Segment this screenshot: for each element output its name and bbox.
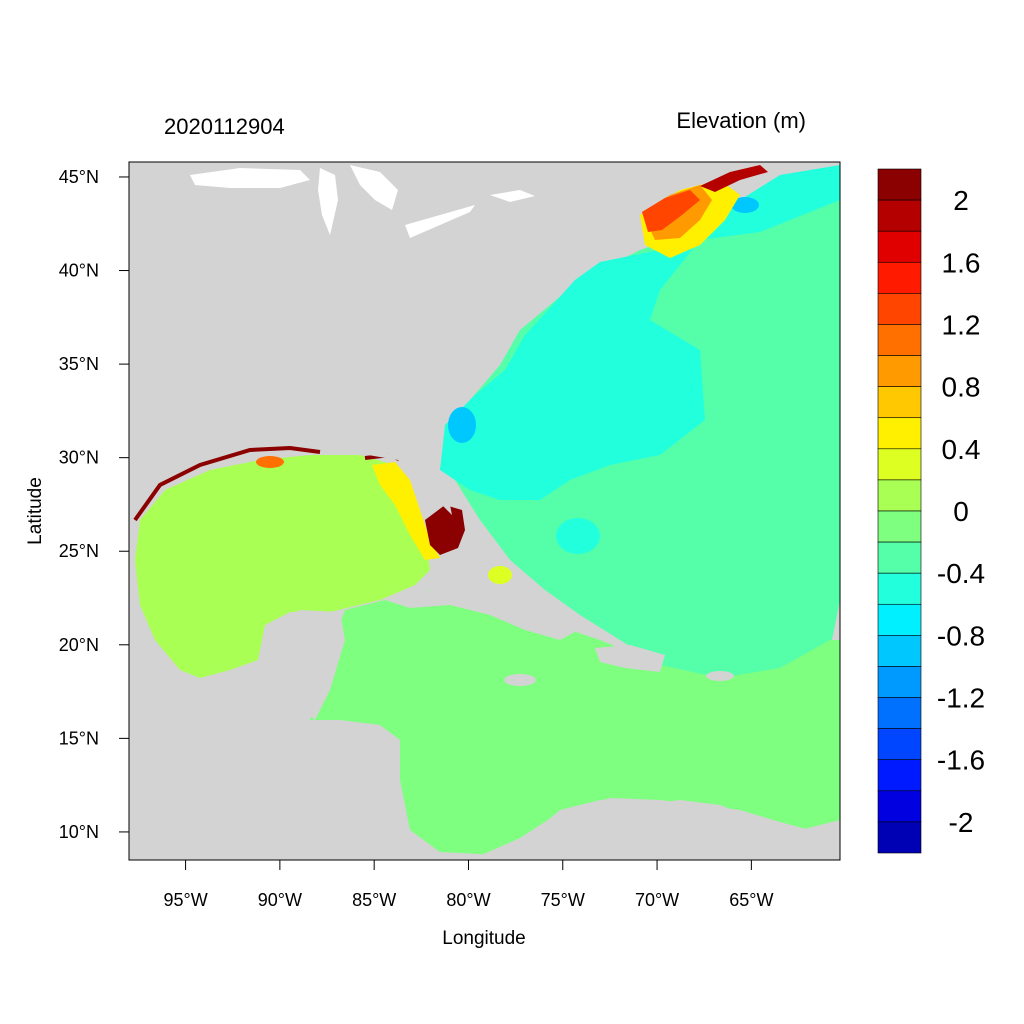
colorbar-swatch xyxy=(877,448,922,481)
colorbar-swatch xyxy=(877,417,922,450)
central-america xyxy=(129,720,420,860)
colorbar-swatch xyxy=(877,666,922,698)
y-tick-label: 40°N xyxy=(59,261,99,281)
colorbar-swatch xyxy=(877,386,922,419)
puerto-rico xyxy=(706,671,734,681)
colorbar-swatch xyxy=(877,168,922,201)
x-tick-label: 90°W xyxy=(258,890,302,910)
map-area xyxy=(129,162,840,860)
colorbar-swatch xyxy=(877,572,922,605)
western-atlantic xyxy=(440,165,840,500)
colorbar-swatch xyxy=(877,541,922,574)
colorbar-label: 0.4 xyxy=(942,434,981,465)
colorbar-swatch xyxy=(877,510,922,543)
colorbar-swatch xyxy=(877,635,922,667)
y-tick-label: 10°N xyxy=(59,822,99,842)
colorbar-swatch xyxy=(877,479,922,512)
y-tick-label: 15°N xyxy=(59,728,99,748)
colorbar-swatch xyxy=(877,790,922,823)
atlantic-patch xyxy=(556,518,600,554)
colorbar-swatch xyxy=(877,324,922,356)
colorbar-label: 1.6 xyxy=(942,247,981,278)
y-tick-label: 25°N xyxy=(59,541,99,561)
plot-frame xyxy=(128,161,841,861)
x-axis: 95°W 90°W 85°W 80°W 75°W 70°W 65°W xyxy=(163,860,773,910)
west-florida-surge xyxy=(372,462,440,560)
colorbar-label: 1.2 xyxy=(942,309,981,340)
colorbar-swatch xyxy=(877,759,922,792)
caribbean-sea xyxy=(310,590,840,855)
lake-superior xyxy=(190,168,310,188)
colorbar-label: -2 xyxy=(949,807,974,838)
date-label: 2020112904 xyxy=(164,114,285,139)
y-tick-label: 35°N xyxy=(59,354,99,374)
colorbar-swatch xyxy=(877,821,922,854)
bahamas-surge xyxy=(488,566,512,584)
y-tick-label: 30°N xyxy=(59,448,99,468)
y-axis: 45°N 40°N 35°N 30°N 25°N 20°N 15°N 10°N xyxy=(59,167,129,842)
colorbar-label: -1.6 xyxy=(937,745,985,776)
lake-ontario xyxy=(490,190,535,202)
x-tick-label: 75°W xyxy=(541,890,585,910)
colorbar-swatch xyxy=(877,728,922,761)
lake-erie xyxy=(405,205,475,238)
y-tick-label: 45°N xyxy=(59,167,99,187)
colorbar-swatch xyxy=(877,230,922,263)
units-label: Elevation (m) xyxy=(676,108,806,133)
colorbar-swatch xyxy=(877,603,922,636)
y-axis-title: Latitude xyxy=(25,477,46,545)
x-tick-label: 70°W xyxy=(635,890,679,910)
hispaniola xyxy=(595,645,665,672)
colorbar-label: 0.8 xyxy=(942,372,981,403)
x-axis-title: Longitude xyxy=(442,928,525,949)
colorbar-swatch xyxy=(877,355,922,387)
x-tick-label: 85°W xyxy=(352,890,396,910)
colorbar-swatch xyxy=(877,293,922,325)
colorbar-swatch xyxy=(877,697,922,729)
x-tick-label: 65°W xyxy=(729,890,773,910)
colorbar-swatch xyxy=(877,261,922,294)
y-tick-label: 20°N xyxy=(59,635,99,655)
colorbar-label: -1.2 xyxy=(937,683,985,714)
colorbar-label: -0.8 xyxy=(937,620,985,651)
florida xyxy=(368,452,452,515)
colorbar: 2 1.6 1.2 0.8 0.4 0 -0.4 -0.8 -1.2 -1.6 -2 xyxy=(877,168,985,854)
carolina-patch xyxy=(448,407,476,443)
colorbar-label: -0.4 xyxy=(937,558,985,589)
gulf-of-maine-surge-red xyxy=(642,190,700,232)
lake-michigan xyxy=(318,168,338,235)
jamaica xyxy=(504,674,536,686)
lake-huron xyxy=(350,165,398,210)
cuba xyxy=(385,590,575,640)
bay-of-fundy-surge xyxy=(700,165,768,192)
yucatan xyxy=(265,610,345,720)
south-america xyxy=(470,798,840,860)
maine-patch xyxy=(731,197,759,213)
colorbar-label: 0 xyxy=(953,496,969,527)
south-florida-surge xyxy=(425,505,465,555)
x-tick-label: 80°W xyxy=(446,890,490,910)
x-tick-label: 95°W xyxy=(163,890,207,910)
gulf-of-mexico xyxy=(135,455,430,678)
colorbar-swatch xyxy=(877,199,922,232)
louisiana-surge xyxy=(256,456,284,468)
colorbar-label: 2 xyxy=(953,185,969,216)
